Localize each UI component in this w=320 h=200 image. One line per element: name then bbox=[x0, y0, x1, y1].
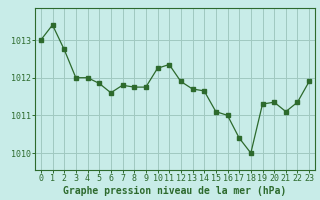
X-axis label: Graphe pression niveau de la mer (hPa): Graphe pression niveau de la mer (hPa) bbox=[63, 186, 287, 196]
